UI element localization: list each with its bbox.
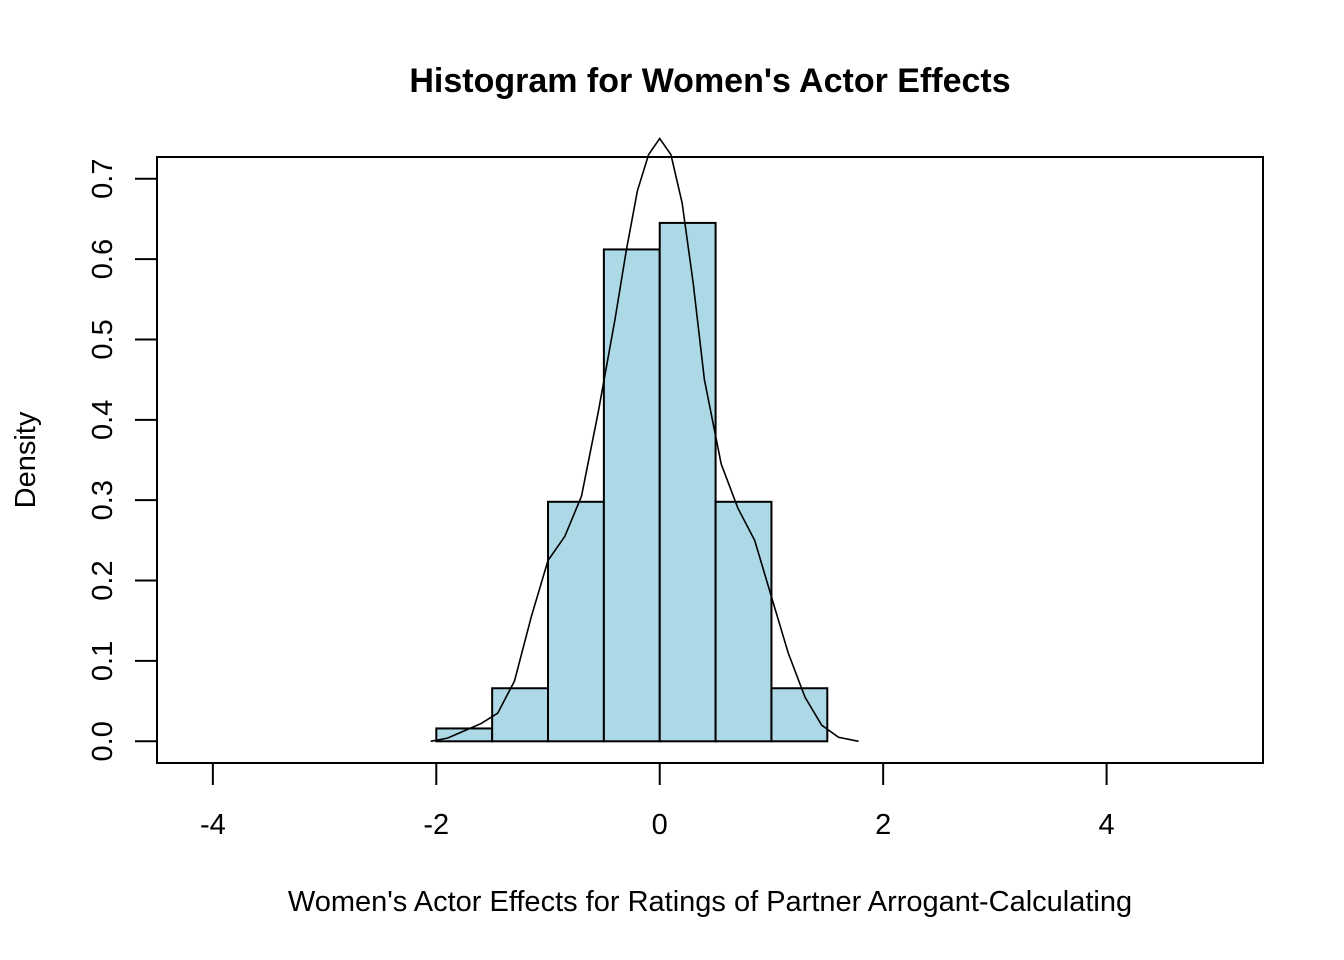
histogram-bar-4	[602, 248, 661, 743]
y-tick-label: 0.7	[87, 159, 119, 199]
x-axis: -4 -2 0 2 4	[200, 762, 1115, 841]
y-tick-label: 0.4	[87, 400, 119, 440]
chart-title: Histogram for Women's Actor Effects	[409, 62, 1010, 100]
x-axis-label: Women's Actor Effects for Ratings of Par…	[288, 886, 1132, 918]
y-axis: 0.0 0.1 0.2 0.3 0.4 0.5 0.6 0.7	[87, 159, 158, 761]
y-tick-label: 0.2	[87, 560, 119, 600]
y-tick-label: 0.1	[87, 641, 119, 681]
x-tick-label: -4	[200, 809, 226, 841]
y-tick-label: 0.0	[87, 721, 119, 761]
histogram-bar-3	[547, 500, 605, 743]
y-tick-label: 0.6	[87, 239, 119, 279]
x-tick-label: 4	[1099, 809, 1115, 841]
y-tick-label: 0.3	[87, 480, 119, 520]
histogram-bar-6	[714, 500, 773, 743]
histogram-bar-7	[770, 687, 829, 743]
x-tick-label: -2	[423, 809, 449, 841]
histogram-bar-2	[491, 687, 550, 743]
y-tick-label: 0.5	[87, 319, 119, 359]
y-axis-label: Density	[10, 411, 42, 508]
histogram-bars	[435, 221, 829, 743]
x-tick-label: 0	[652, 809, 668, 841]
x-tick-label: 2	[875, 809, 891, 841]
histogram-bar-5	[658, 221, 717, 743]
density-curve	[430, 137, 859, 743]
